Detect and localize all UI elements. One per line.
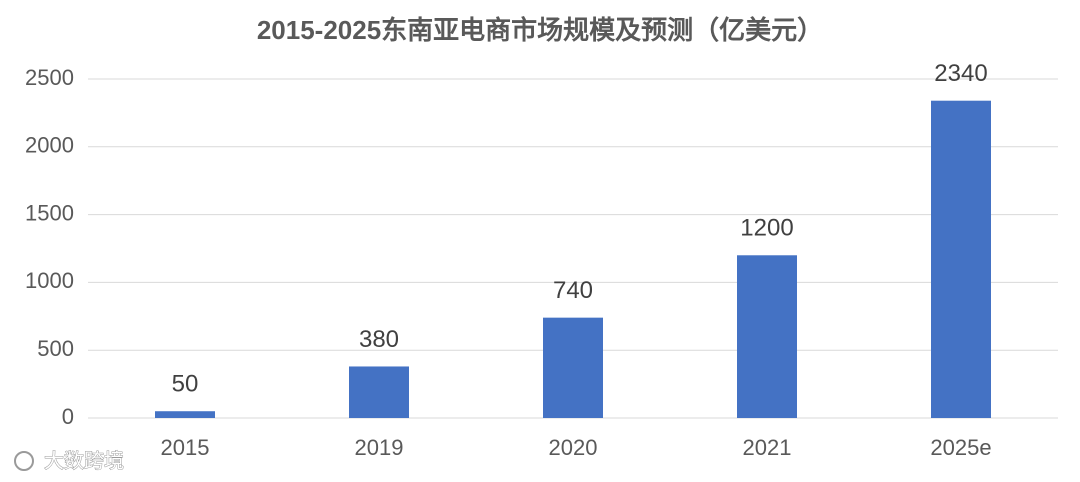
value-label: 380 [359, 326, 399, 353]
bar [543, 317, 603, 418]
watermark: 大数跨境 [44, 449, 124, 472]
bar [155, 411, 215, 418]
x-tick-label: 2019 [355, 435, 404, 460]
value-label: 2340 [934, 60, 987, 87]
y-tick-label: 1000 [25, 268, 74, 293]
y-tick-label: 2000 [25, 133, 74, 158]
value-label: 740 [553, 277, 593, 304]
y-tick-label: 2500 [25, 65, 74, 90]
x-tick-label: 2025e [930, 435, 991, 460]
x-tick-label: 2015 [161, 435, 210, 460]
chart-title: 2015-2025东南亚电商市场规模及预测（亿美元） [257, 15, 823, 45]
y-tick-label: 1500 [25, 200, 74, 225]
value-label: 1200 [740, 215, 793, 242]
watermark-icon [14, 451, 34, 471]
bar [349, 366, 409, 418]
y-tick-label: 0 [62, 404, 74, 429]
value-label: 50 [172, 371, 199, 398]
bar [931, 100, 991, 419]
x-tick-label: 2020 [549, 435, 598, 460]
bar [737, 255, 797, 418]
y-tick-label: 500 [37, 336, 74, 361]
x-tick-label: 2021 [743, 435, 792, 460]
